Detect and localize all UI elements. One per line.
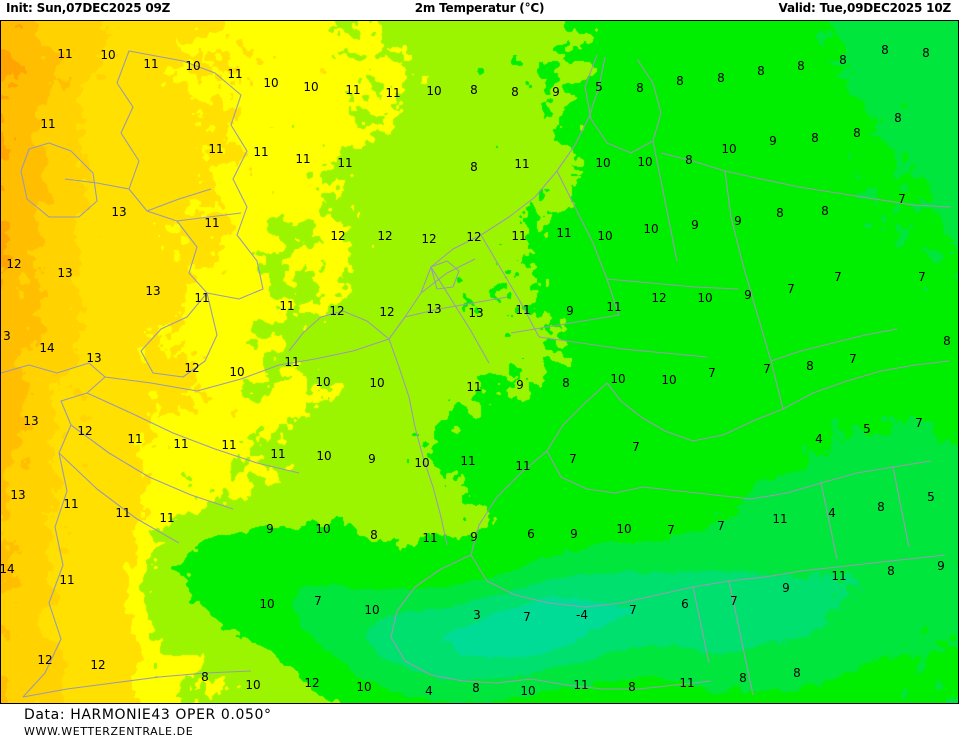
init-time-label: Init: Sun,07DEC2025 09Z xyxy=(6,1,171,15)
valid-time-label: Valid: Tue,09DEC2025 10Z xyxy=(778,1,952,15)
map-header: Init: Sun,07DEC2025 09Z 2m Temperatur (°… xyxy=(0,0,959,20)
website-label: WWW.WETTERZENTRALE.DE xyxy=(24,725,194,738)
page-title: 2m Temperatur (°C) xyxy=(414,1,545,15)
map-footer: Data: HARMONIE43 OPER 0.050° WWW.WETTERZ… xyxy=(0,705,959,741)
temperature-map[interactable]: 11 10 11 10 11 10 10 11 11 10 8 8 9 5 8 8 8 8 8 8 8 8 11 11 11 11… xyxy=(0,20,959,704)
country-borders-overlay xyxy=(1,21,958,703)
data-source-label: Data: HARMONIE43 OPER 0.050° xyxy=(24,707,272,723)
temperature-field-canvas xyxy=(1,21,958,703)
